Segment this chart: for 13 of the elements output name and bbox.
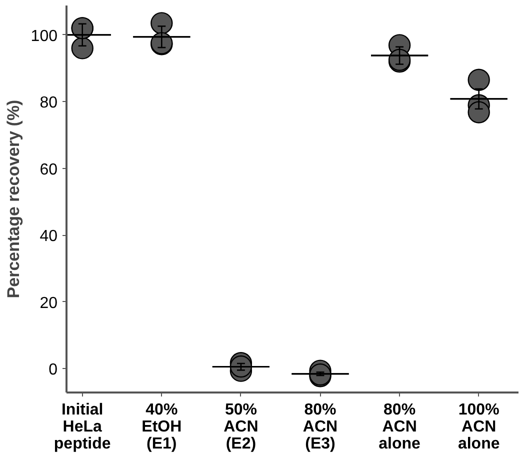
y-tick-label: 20 — [40, 294, 58, 312]
x-tick-label: 40% EtOH (E1) — [142, 402, 182, 452]
x-tick-label: 80% ACN (E3) — [302, 402, 338, 452]
x-tick-label: 80% ACN alone — [378, 402, 421, 452]
y-tick-label: 0 — [48, 361, 58, 378]
y-axis-title: Percentage recovery (%) — [4, 100, 23, 298]
y-tick-label: 60 — [40, 161, 58, 178]
y-tick-label: 40 — [40, 228, 58, 246]
x-tick-label: 100% ACN alone — [458, 402, 500, 452]
y-tick-label: 80 — [40, 94, 58, 112]
y-tick-label: 100 — [30, 28, 58, 45]
x-tick-label: Initial HeLa peptide — [54, 402, 111, 452]
x-tick-label: 50% ACN (E2) — [224, 402, 258, 452]
